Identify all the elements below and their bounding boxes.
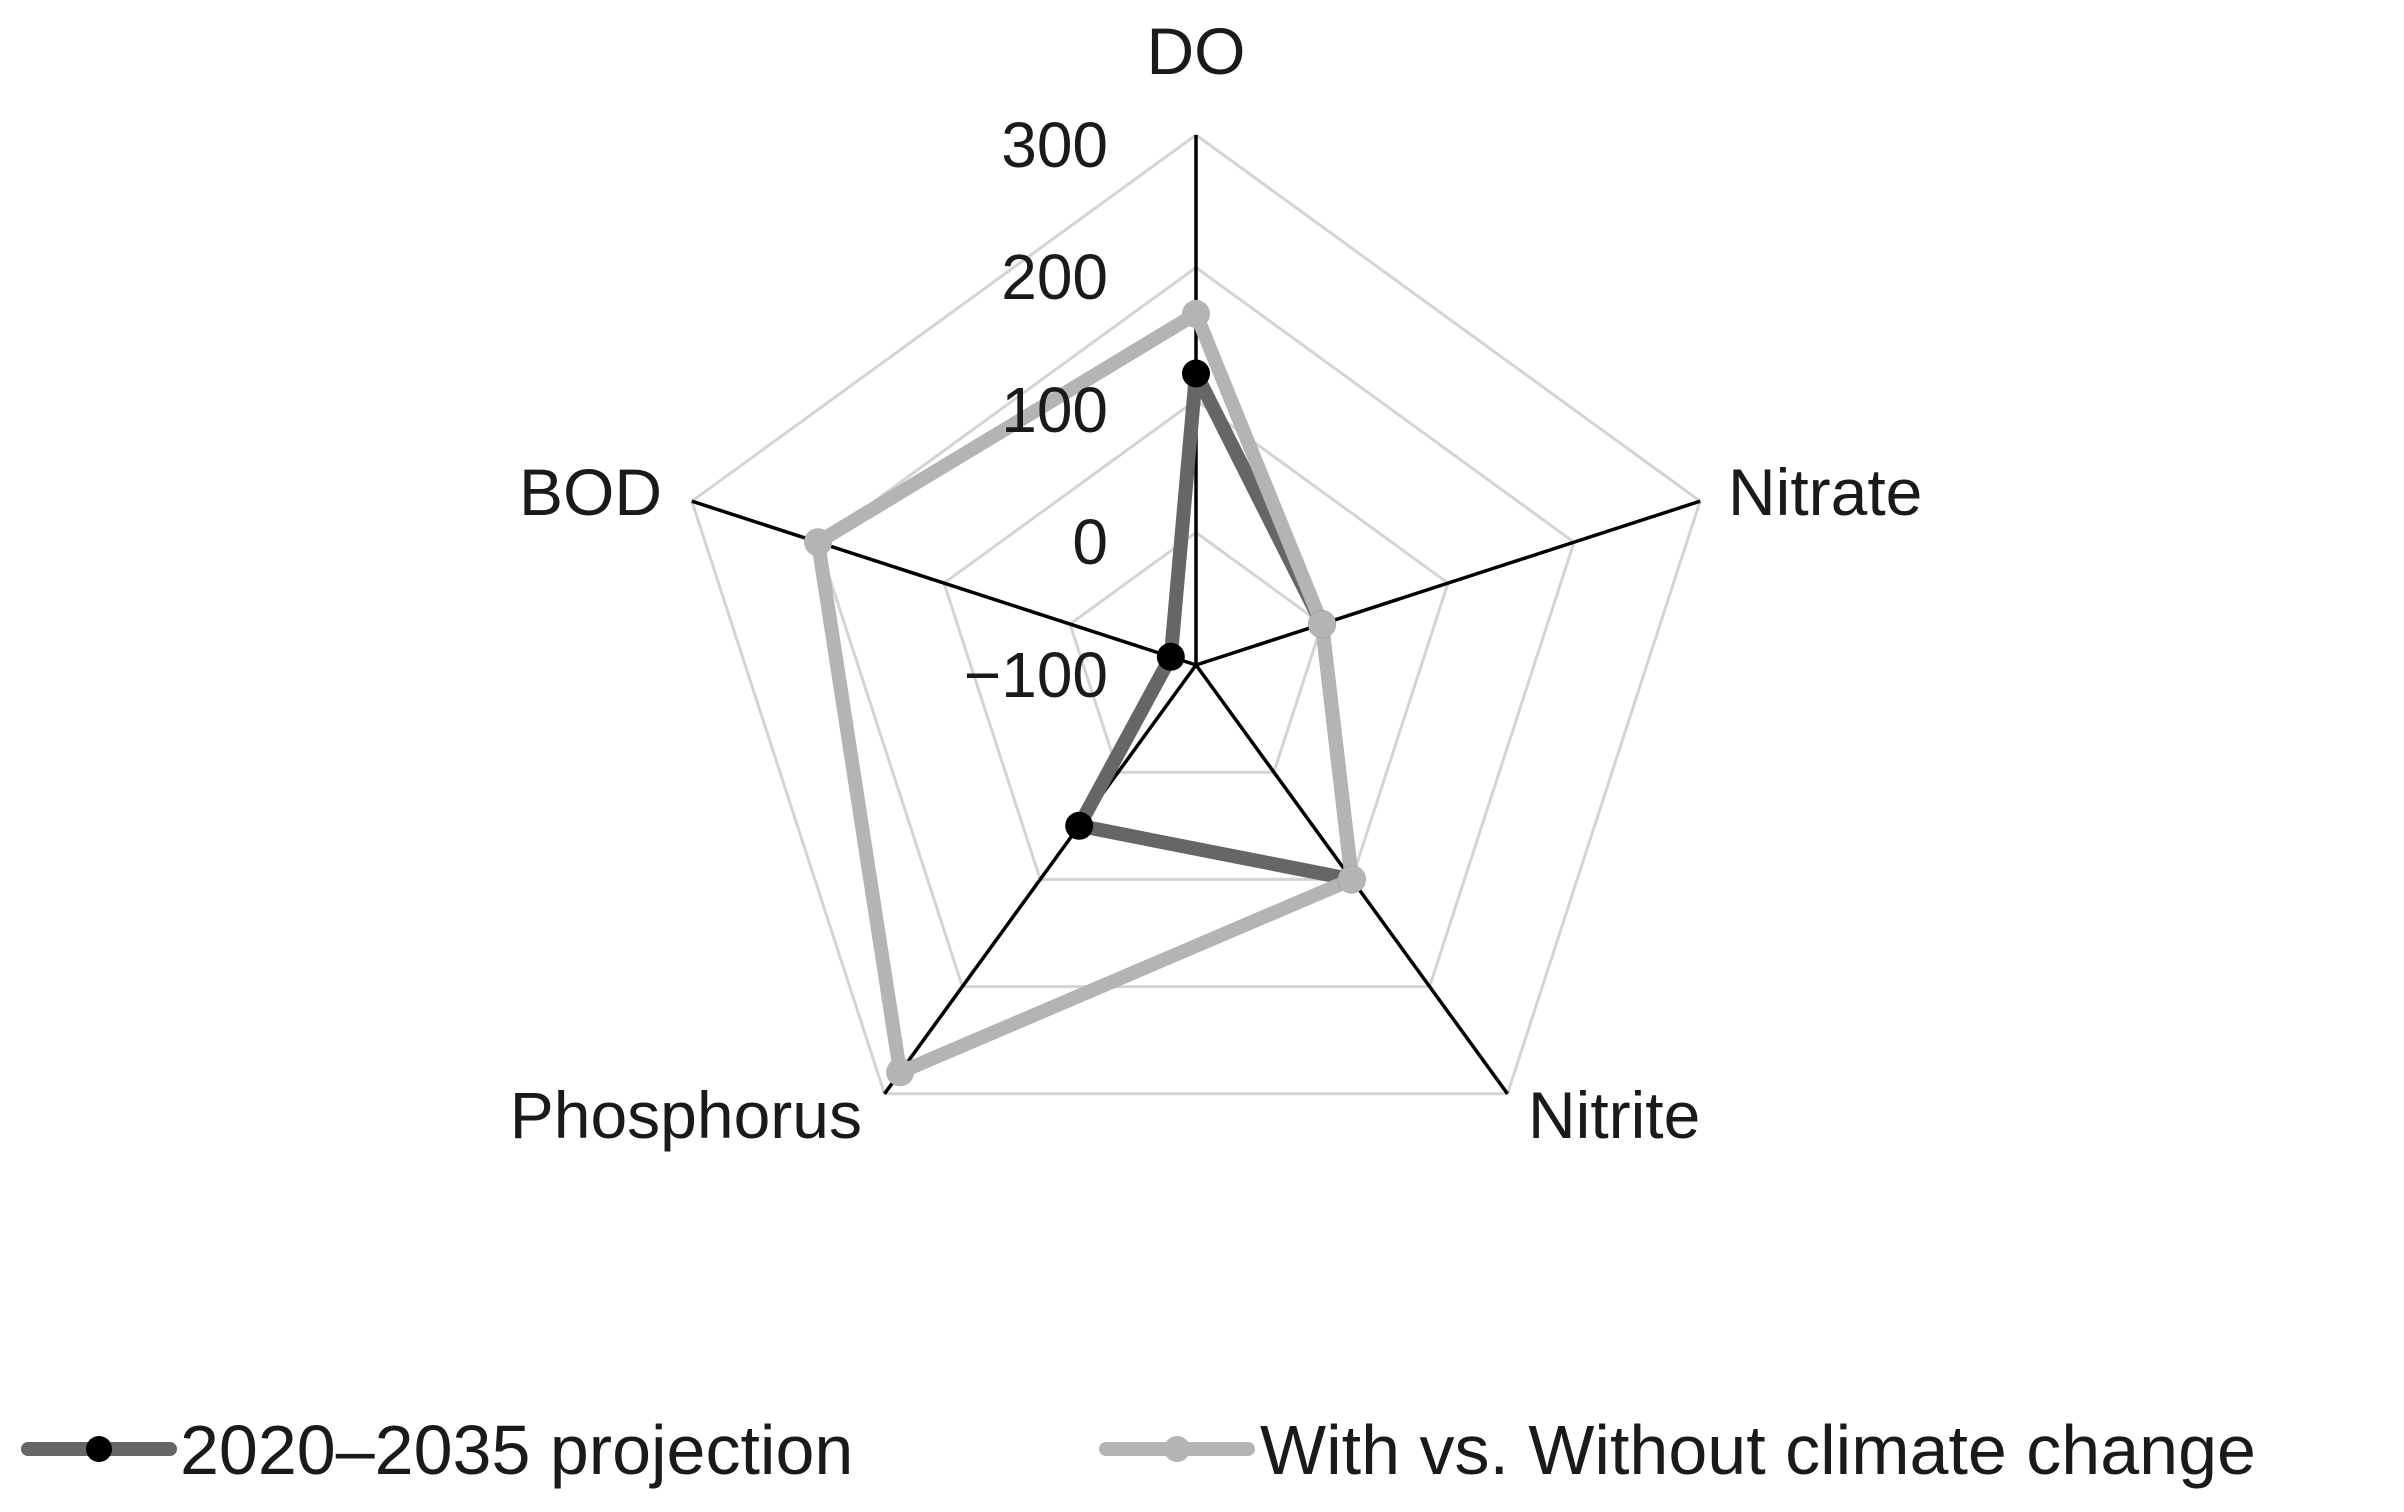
- grid-ring-0: [1068, 530, 1324, 774]
- grid-ring-100: [942, 398, 1450, 881]
- axis-label-do: DO: [1147, 14, 1246, 88]
- axis-label-nitrate: Nitrate: [1728, 455, 1922, 529]
- axis-label-bod: BOD: [519, 455, 662, 529]
- spoke-bod: [691, 499, 1197, 667]
- tick-label-0: 0: [1072, 506, 1108, 578]
- tick-label-minus-100: −100: [964, 639, 1108, 711]
- grid-ring-300: [690, 133, 1702, 1096]
- spoke-phosphorus: [883, 663, 1198, 1095]
- series-line-with-vs-without-climate-change: [811, 306, 1359, 1080]
- data-point-with-vs-without-climate-change-do: [1182, 299, 1210, 328]
- data-point-2020-2035-projection-bod: [1156, 642, 1185, 671]
- legend-item-projection: 2020–2035 projection: [21, 1411, 853, 1489]
- legend-item-climate-change: With vs. Without climate change: [1099, 1411, 2256, 1489]
- data-point-with-vs-without-climate-change-nitrite: [1337, 865, 1366, 894]
- axis-label-nitrite: Nitrite: [1528, 1078, 1700, 1152]
- data-point-2020-2035-projection-do: [1182, 359, 1210, 388]
- data-point-with-vs-without-climate-change-bod: [804, 528, 832, 557]
- spoke-nitrate: [1195, 499, 1701, 667]
- radial-tick-labels: 300 200 100 0 −100: [964, 109, 1108, 711]
- data-point-2020-2035-projection-phosphorus: [1065, 811, 1094, 840]
- legend: 2020–2035 projection With vs. Without cl…: [21, 1411, 2256, 1489]
- series-lines: [811, 306, 1359, 1080]
- tick-label-200: 200: [1001, 241, 1108, 313]
- data-point-with-vs-without-climate-change-nitrate: [1308, 610, 1336, 639]
- series-markers: [804, 299, 1366, 1087]
- legend-marker-climate-change: [1164, 1436, 1190, 1462]
- data-point-with-vs-without-climate-change-phosphorus: [886, 1058, 915, 1087]
- axis-labels: DO Nitrate Nitrite Phosphorus BOD: [510, 14, 1923, 1152]
- legend-label-climate-change: With vs. Without climate change: [1260, 1411, 2256, 1489]
- legend-label-projection: 2020–2035 projection: [180, 1411, 853, 1489]
- tick-label-300: 300: [1001, 109, 1108, 181]
- axis-label-phosphorus: Phosphorus: [510, 1078, 862, 1152]
- legend-marker-projection: [86, 1436, 112, 1462]
- tick-label-100: 100: [1001, 374, 1108, 446]
